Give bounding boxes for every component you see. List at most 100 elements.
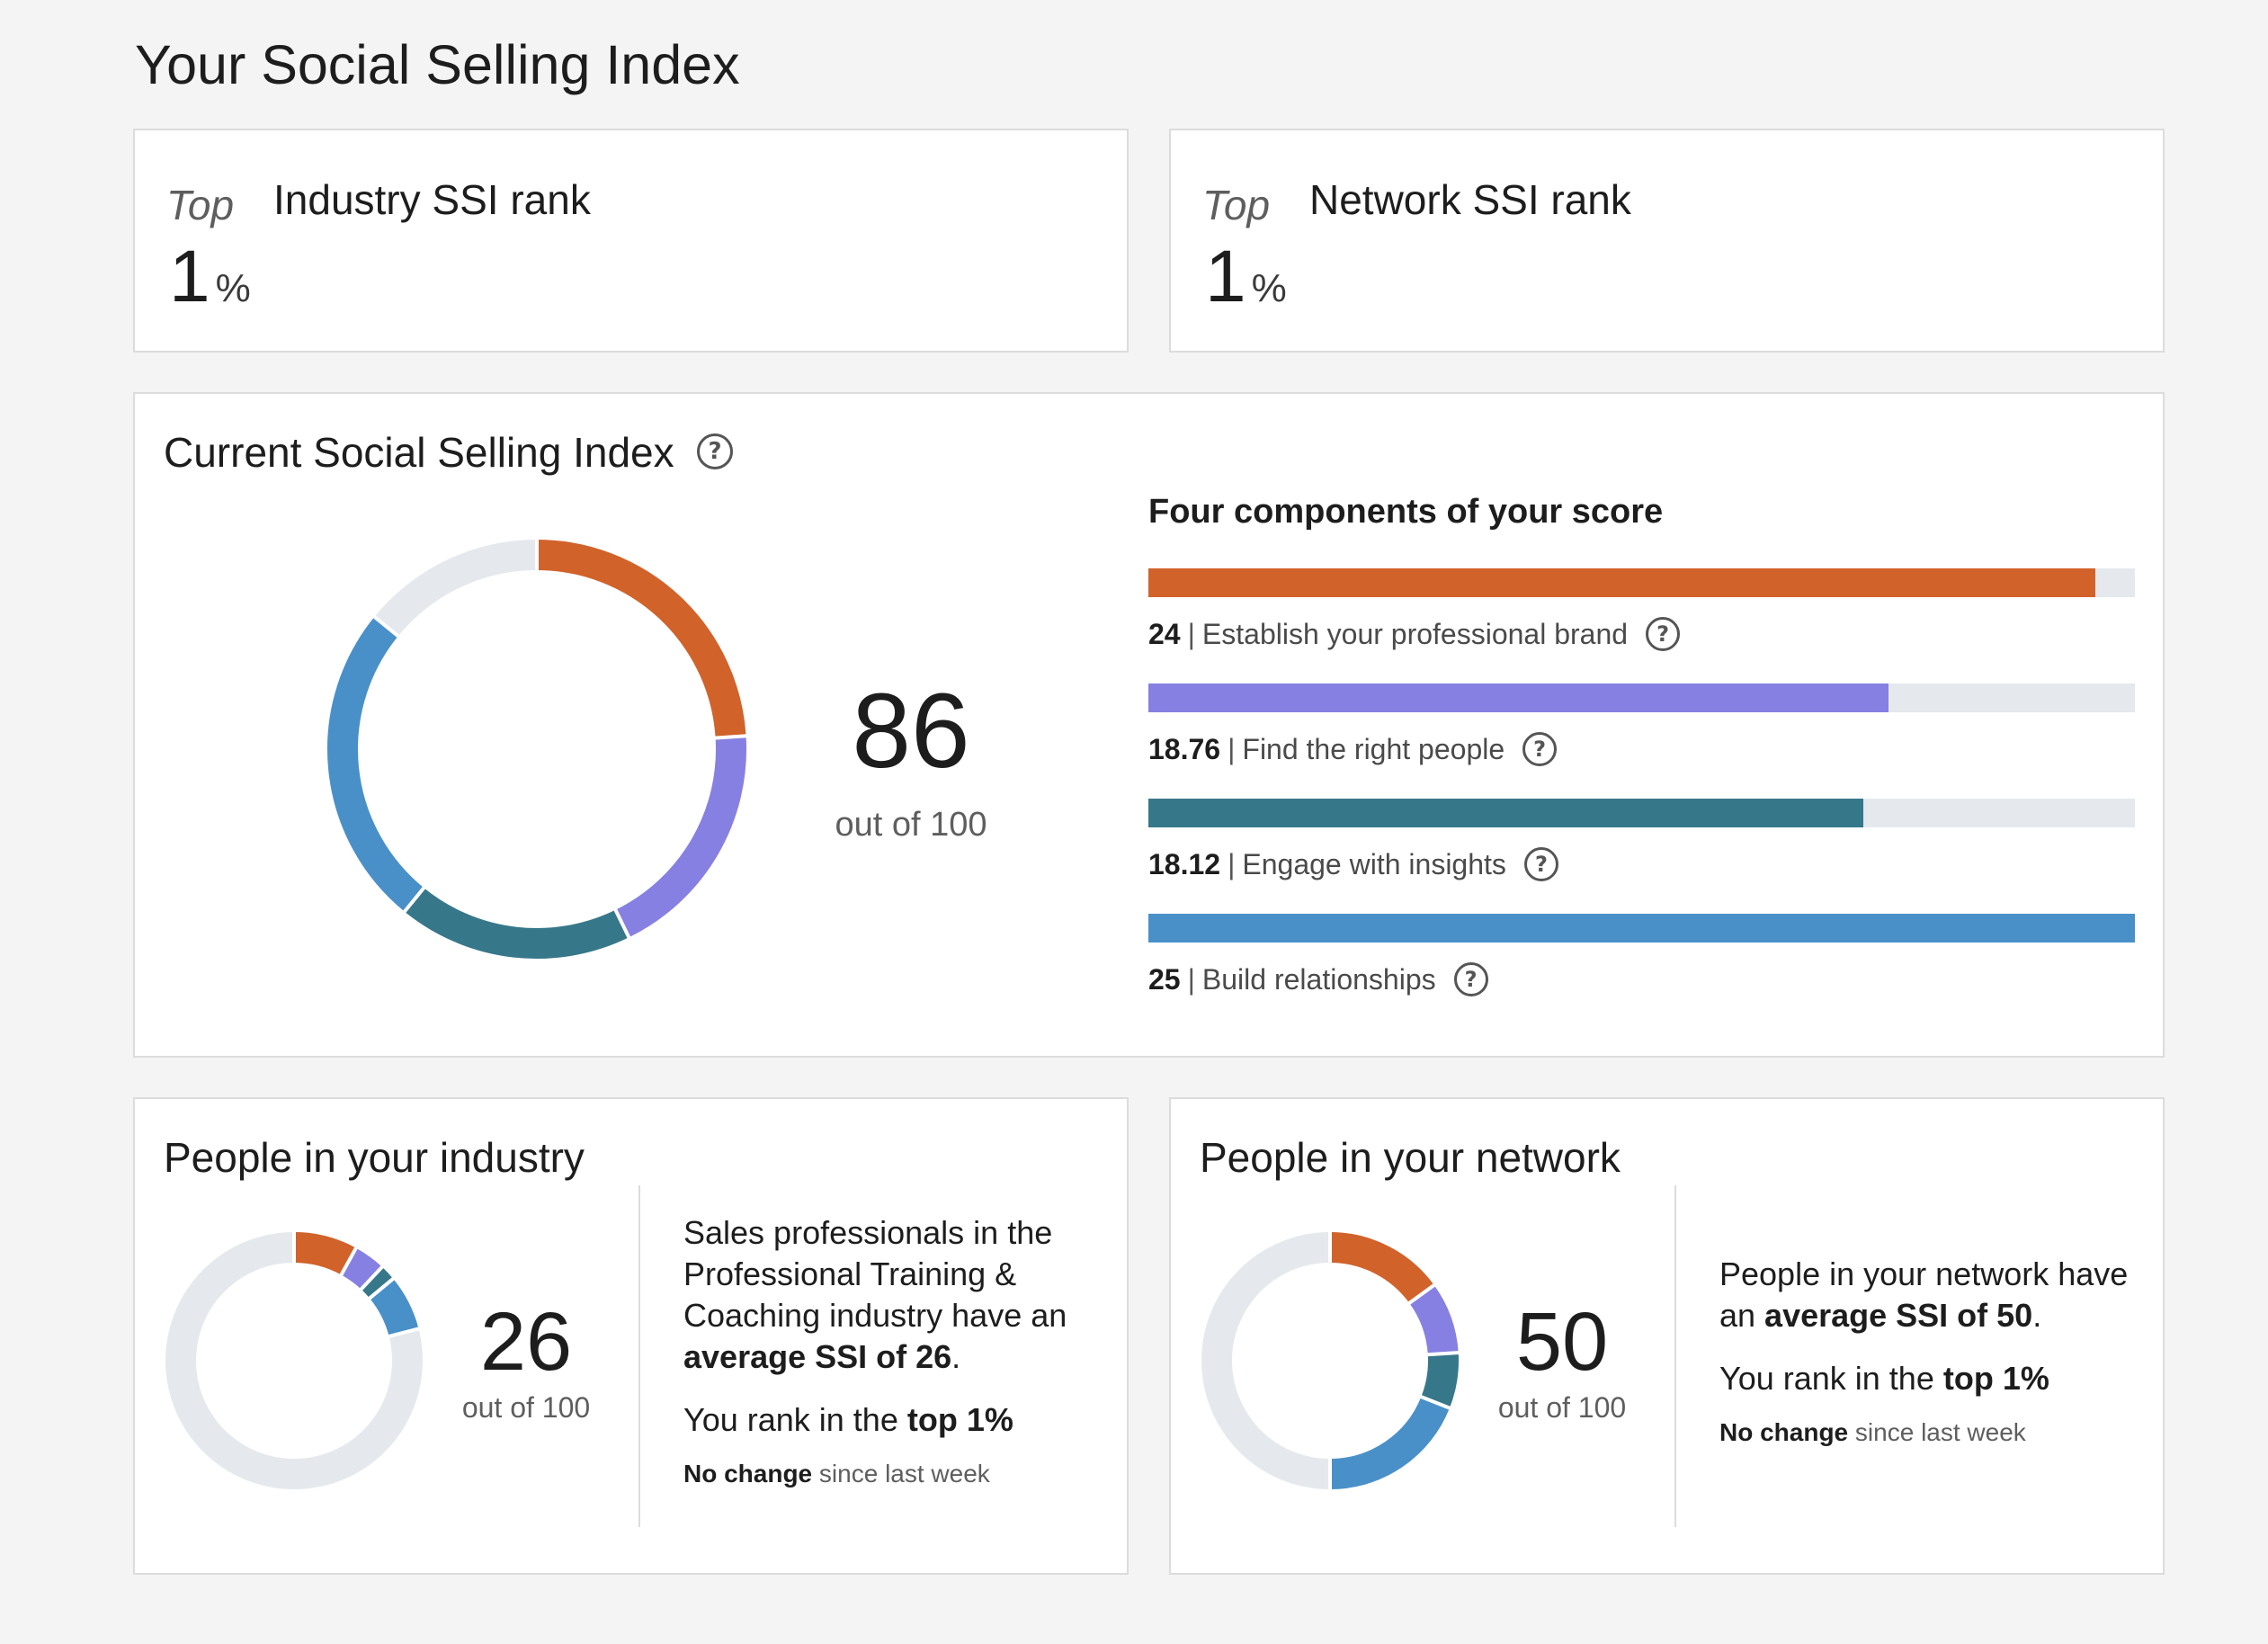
component-separator: |	[1187, 617, 1195, 650]
industry-rank-label: Industry SSI rank	[273, 176, 591, 223]
main-donut-segment-2	[615, 736, 746, 938]
network-rank-prefix: You rank in the	[1719, 1360, 1943, 1397]
network-rank-label: Network SSI rank	[1309, 176, 1631, 223]
network-rank-top-label: Top	[1202, 182, 1271, 228]
network-out-of: out of 100	[1497, 1391, 1627, 1424]
component-label: 18.12 | Engage with insights ?	[1148, 847, 2135, 881]
network-donut-segment-3	[1421, 1353, 1459, 1408]
component-label: 24 | Establish your professional brand ?	[1148, 617, 2135, 651]
component-label: 18.76 | Find the right people ?	[1148, 732, 2135, 766]
component-value: 18.76	[1148, 732, 1221, 765]
component-label: 25 | Build relationships ?	[1148, 962, 2135, 996]
main-donut-segment-4	[327, 616, 424, 912]
network-donut-gap-3	[1426, 1350, 1460, 1357]
industry-rank-value: 1%	[169, 237, 251, 329]
divider	[638, 1185, 640, 1527]
industry-donut-segment-1	[293, 1232, 356, 1275]
component-separator: |	[1187, 962, 1195, 996]
network-rank-card: Top Network SSI rank 1%	[1169, 129, 2165, 353]
component-separator: |	[1228, 732, 1236, 765]
network-rank-value: 1%	[1205, 237, 1287, 329]
component-name: Establish your professional brand	[1201, 617, 1629, 650]
component-separator: |	[1228, 847, 1236, 880]
network-title: People in your network	[1200, 1134, 1621, 1181]
network-rank-bold: top 1%	[1942, 1360, 2049, 1397]
question-circle-icon[interactable]: ?	[1453, 962, 1488, 996]
main-donut-gap-2	[714, 734, 747, 740]
industry-rank-bold: top 1%	[906, 1401, 1013, 1438]
current-ssi-title: Current Social Selling Index	[164, 429, 674, 476]
network-score: 50	[1515, 1296, 1609, 1388]
main-donut-gap-4	[402, 886, 426, 914]
main-donut-gap-5	[372, 614, 400, 639]
industry-desc-bold: average SSI of 26	[683, 1338, 952, 1375]
industry-card: People in your industry 26 out of 100 Sa…	[133, 1097, 1129, 1575]
industry-rank-number: 1	[169, 236, 210, 317]
question-circle-icon[interactable]: ?	[1522, 732, 1558, 766]
component-value: 18.12	[1148, 847, 1221, 880]
industry-donut-segment-2	[341, 1247, 382, 1290]
question-circle-icon[interactable]: ?	[1523, 847, 1558, 881]
network-ssi-donut	[1201, 1231, 1460, 1490]
industry-donut-segment-3	[361, 1266, 394, 1299]
component-value: 25	[1148, 962, 1181, 996]
component-name: Find the right people	[1242, 732, 1505, 765]
network-change-rest: since last week	[1848, 1418, 2026, 1446]
industry-desc-suffix: .	[951, 1338, 961, 1375]
network-donut-segment-1	[1329, 1232, 1434, 1304]
component-name: Engage with insights	[1242, 847, 1506, 880]
network-description: People in your network have an average S…	[1719, 1254, 2142, 1453]
industry-description: Sales professionals in the Professional …	[683, 1212, 1106, 1495]
industry-rank-card: Top Industry SSI rank 1%	[133, 129, 1129, 353]
main-ssi-donut	[327, 539, 747, 959]
question-circle-icon[interactable]: ?	[697, 433, 733, 469]
industry-average-text: Sales professionals in the Professional …	[683, 1212, 1106, 1378]
network-donut-segment-4	[1329, 1396, 1450, 1489]
industry-donut-gap-3	[359, 1264, 385, 1291]
industry-change-note: No change since last week	[683, 1453, 1106, 1495]
industry-rank-text: You rank in the top 1%	[683, 1399, 1106, 1441]
industry-donut-gap-4	[367, 1276, 396, 1300]
industry-donut-segment-4	[369, 1278, 419, 1337]
component-bar-track	[1148, 914, 2135, 943]
components-title: Four components of your score	[1148, 493, 1664, 531]
network-desc-bold: average SSI of 50	[1764, 1297, 2033, 1334]
divider	[1674, 1185, 1676, 1527]
network-desc-prefix: People in your network have an	[1719, 1255, 2129, 1334]
network-rank-unit: %	[1251, 266, 1287, 310]
industry-ssi-donut	[165, 1231, 423, 1489]
industry-rank-prefix: You rank in the	[683, 1401, 907, 1438]
component-relationships: 25 | Build relationships ?	[1148, 914, 2135, 996]
main-donut-segment-1	[536, 540, 746, 738]
page-title: Your Social Selling Index	[135, 34, 740, 95]
component-bar-fill-insights	[1148, 799, 1864, 827]
industry-score: 26	[479, 1296, 573, 1388]
industry-desc-prefix: Sales professionals in the Professional …	[683, 1214, 1067, 1334]
component-bar-track	[1148, 799, 2135, 827]
current-ssi-out-of: out of 100	[835, 806, 987, 844]
current-ssi-score: 86	[852, 672, 970, 791]
network-rank-text: You rank in the top 1%	[1719, 1358, 2142, 1399]
industry-donut-gap-2	[339, 1246, 359, 1277]
component-bar-fill-people	[1148, 684, 1889, 712]
main-donut-gap-3	[613, 907, 631, 940]
industry-rank-unit: %	[215, 266, 251, 310]
industry-change-rest: since last week	[812, 1460, 990, 1488]
component-insights: 18.12 | Engage with insights ?	[1148, 799, 2135, 881]
industry-change-bold: No change	[683, 1460, 813, 1488]
component-brand: 24 | Establish your professional brand ?	[1148, 568, 2135, 651]
component-value: 24	[1148, 617, 1181, 650]
component-bar-fill-brand	[1148, 568, 2096, 597]
question-circle-icon[interactable]: ?	[1646, 617, 1681, 651]
component-bar-track	[1148, 568, 2135, 597]
industry-donut-gap-5	[388, 1327, 420, 1339]
industry-rank-top-label: Top	[166, 182, 235, 228]
network-rank-number: 1	[1205, 236, 1246, 317]
component-people: 18.76 | Find the right people ?	[1148, 684, 2135, 766]
component-bar-track	[1148, 684, 2135, 712]
network-change-note: No change since last week	[1719, 1412, 2142, 1453]
component-name: Build relationships	[1201, 962, 1436, 996]
current-ssi-card: Current Social Selling Index ? 86 out of…	[133, 392, 2165, 1058]
network-card: People in your network 50 out of 100 Peo…	[1169, 1097, 2165, 1575]
network-donut-gap-2	[1407, 1282, 1436, 1306]
